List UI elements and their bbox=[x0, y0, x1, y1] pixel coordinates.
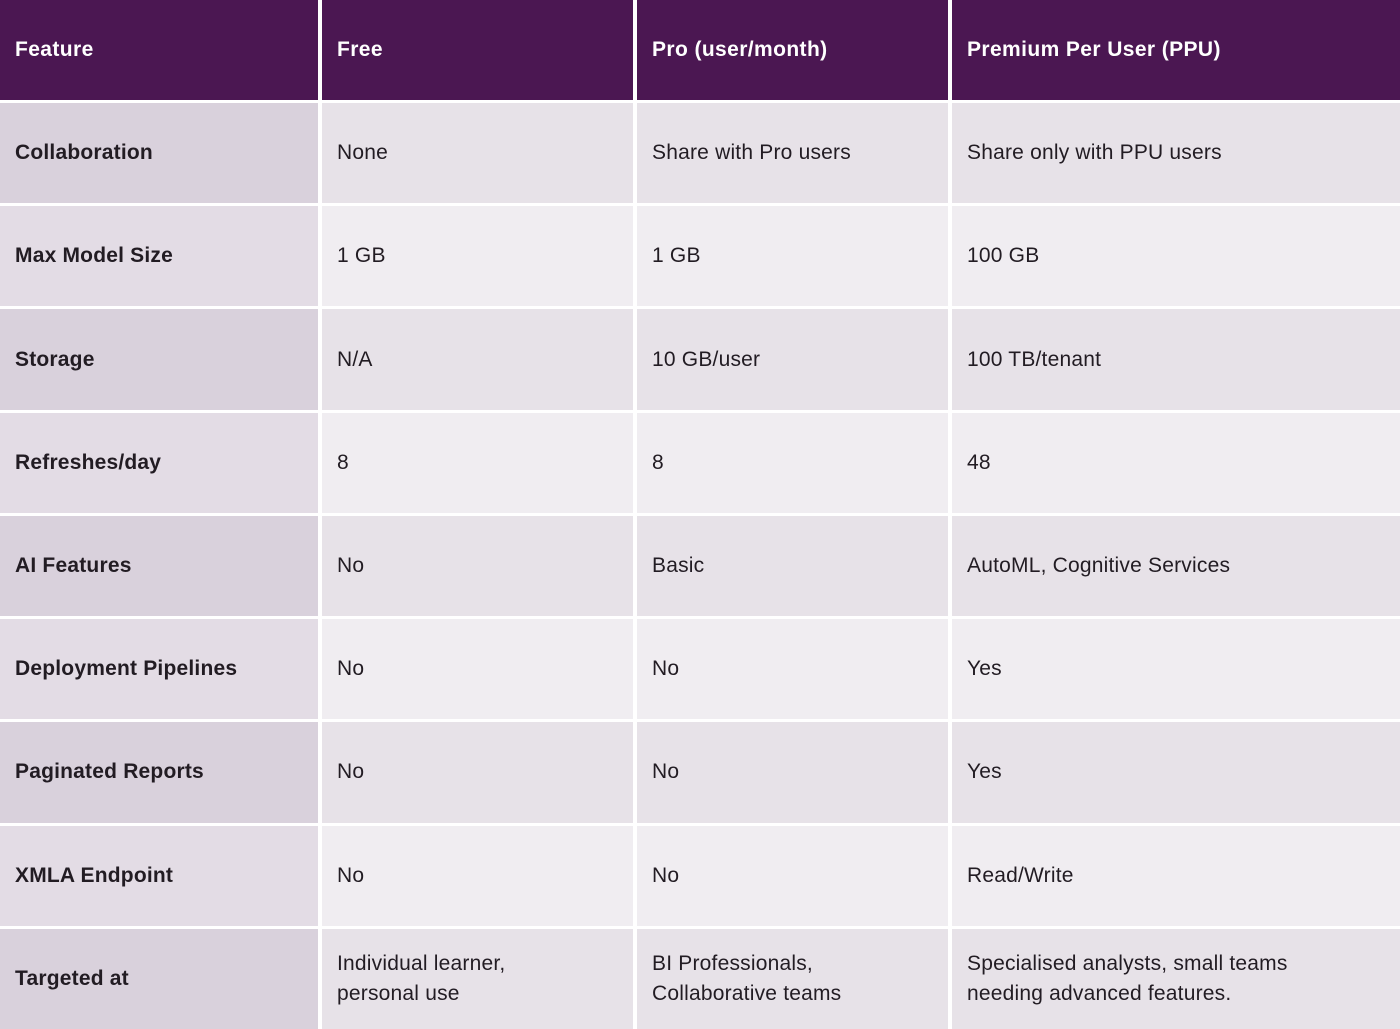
feature-label-storage: Storage bbox=[0, 309, 318, 410]
value-cell-deployment-pipelines-pro: No bbox=[637, 619, 948, 720]
value-cell-ai-features-pro: Basic bbox=[637, 515, 948, 617]
value-cell-targeted-at-ppu: Specialised analysts, small teams needin… bbox=[952, 928, 1400, 1029]
feature-label-collaboration: Collaboration bbox=[0, 103, 318, 204]
value-cell-storage-pro: 10 GB/user bbox=[637, 309, 948, 410]
value-cell-paginated-reports-free: No bbox=[322, 722, 633, 823]
value-cell-collaboration-ppu: Share only with PPU users bbox=[952, 103, 1400, 204]
value-cell-paginated-reports-pro: No bbox=[637, 722, 948, 823]
feature-label-paginated-reports: Paginated Reports bbox=[0, 722, 318, 823]
value-cell-ai-features-ppu: AutoML, Cognitive Services bbox=[952, 515, 1400, 617]
value-cell-targeted-at-free: Individual learner, personal use bbox=[322, 928, 633, 1029]
feature-label-deployment-pipelines: Deployment Pipelines bbox=[0, 619, 318, 720]
value-cell-xmla-endpoint-ppu: Read/Write bbox=[952, 825, 1400, 926]
value-cell-deployment-pipelines-ppu: Yes bbox=[952, 619, 1400, 720]
value-cell-max-model-size-pro: 1 GB bbox=[637, 206, 948, 307]
column-header-pro: Pro (user/month) bbox=[637, 0, 948, 100]
value-cell-xmla-endpoint-free: No bbox=[322, 825, 633, 926]
feature-label-ai-features: AI Features bbox=[0, 515, 318, 617]
value-cell-storage-free: N/A bbox=[322, 309, 633, 410]
value-cell-ai-features-free: No bbox=[322, 515, 633, 617]
feature-label-targeted-at: Targeted at bbox=[0, 928, 318, 1029]
value-cell-xmla-endpoint-pro: No bbox=[637, 825, 948, 926]
value-cell-collaboration-pro: Share with Pro users bbox=[637, 103, 948, 204]
value-cell-collaboration-free: None bbox=[322, 103, 633, 204]
column-header-free: Free bbox=[322, 0, 633, 100]
value-cell-paginated-reports-ppu: Yes bbox=[952, 722, 1400, 823]
value-cell-refreshes-ppu: 48 bbox=[952, 412, 1400, 513]
value-cell-refreshes-pro: 8 bbox=[637, 412, 948, 513]
column-header-ppu: Premium Per User (PPU) bbox=[952, 0, 1400, 100]
value-cell-storage-ppu: 100 TB/tenant bbox=[952, 309, 1400, 410]
column-header-feature: Feature bbox=[0, 0, 318, 100]
value-cell-deployment-pipelines-free: No bbox=[322, 619, 633, 720]
feature-label-xmla-endpoint: XMLA Endpoint bbox=[0, 825, 318, 926]
value-cell-max-model-size-ppu: 100 GB bbox=[952, 206, 1400, 307]
feature-label-refreshes: Refreshes/day bbox=[0, 412, 318, 513]
value-cell-targeted-at-pro: BI Professionals, Collaborative teams bbox=[637, 928, 948, 1029]
feature-label-max-model-size: Max Model Size bbox=[0, 206, 318, 307]
value-cell-max-model-size-free: 1 GB bbox=[322, 206, 633, 307]
value-cell-refreshes-free: 8 bbox=[322, 412, 633, 513]
